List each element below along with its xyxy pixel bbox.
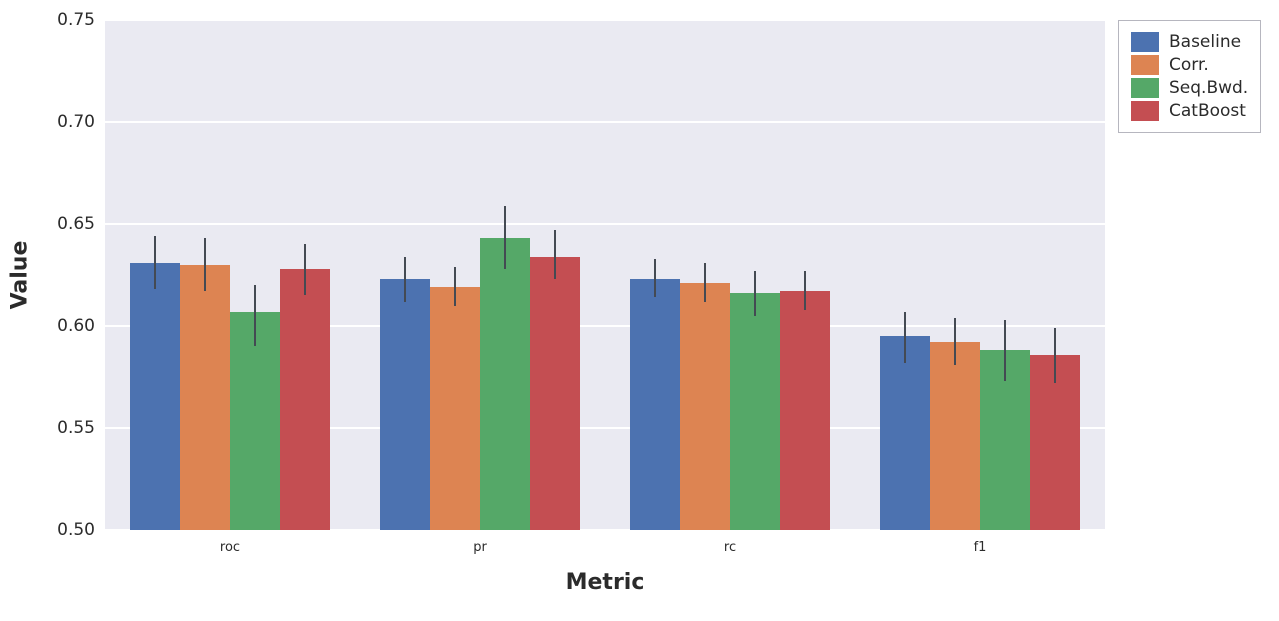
error-bar — [504, 206, 506, 269]
legend-swatch — [1131, 55, 1159, 75]
bar-corr-rc — [680, 283, 730, 530]
y-tick-label: 0.70 — [57, 112, 105, 132]
legend: Baseline Corr. Seq.Bwd. CatBoost — [1118, 20, 1261, 133]
legend-item: Corr. — [1131, 55, 1248, 75]
error-bar — [804, 271, 806, 310]
x-tick-label: f1 — [974, 530, 987, 555]
bar-corr-pr — [430, 287, 480, 530]
error-bar — [404, 257, 406, 302]
y-tick-label: 0.60 — [57, 316, 105, 336]
legend-label: Seq.Bwd. — [1169, 78, 1248, 98]
error-bar — [304, 244, 306, 295]
x-tick-label: roc — [220, 530, 240, 555]
error-bar — [254, 285, 256, 346]
bar-seqbwd-pr — [480, 238, 530, 530]
x-axis-label: Metric — [566, 570, 645, 595]
legend-swatch — [1131, 101, 1159, 121]
bar-catboost-rc — [780, 291, 830, 530]
plot-area: 0.500.550.600.650.700.75rocprrcf1 — [105, 20, 1105, 530]
bar-catboost-pr — [530, 257, 580, 530]
y-tick-label: 0.50 — [57, 520, 105, 540]
error-bar — [154, 236, 156, 289]
error-bar — [704, 263, 706, 302]
bar-baseline-pr — [380, 279, 430, 530]
bar-corr-roc — [180, 265, 230, 530]
legend-label: Corr. — [1169, 55, 1209, 75]
error-bar — [904, 312, 906, 363]
legend-item: Seq.Bwd. — [1131, 78, 1248, 98]
x-tick-label: rc — [724, 530, 736, 555]
error-bar — [204, 238, 206, 291]
grid-line — [105, 223, 1105, 225]
error-bar — [654, 259, 656, 298]
x-tick-label: pr — [473, 530, 487, 555]
error-bar — [1054, 328, 1056, 383]
error-bar — [754, 271, 756, 316]
error-bar — [454, 267, 456, 306]
bar-baseline-rc — [630, 279, 680, 530]
bar-catboost-roc — [280, 269, 330, 530]
bar-seqbwd-rc — [730, 293, 780, 530]
legend-swatch — [1131, 32, 1159, 52]
legend-label: CatBoost — [1169, 101, 1246, 121]
legend-swatch — [1131, 78, 1159, 98]
error-bar — [954, 318, 956, 365]
y-tick-label: 0.65 — [57, 214, 105, 234]
error-bar — [1004, 320, 1006, 381]
bar-baseline-roc — [130, 263, 180, 530]
error-bar — [554, 230, 556, 279]
figure: 0.500.550.600.650.700.75rocprrcf1 Value … — [0, 0, 1279, 621]
legend-label: Baseline — [1169, 32, 1241, 52]
grid-line — [105, 19, 1105, 21]
grid-line — [105, 121, 1105, 123]
y-axis-label: Value — [8, 241, 33, 310]
y-tick-label: 0.75 — [57, 10, 105, 30]
legend-item: Baseline — [1131, 32, 1248, 52]
legend-item: CatBoost — [1131, 101, 1248, 121]
y-tick-label: 0.55 — [57, 418, 105, 438]
bar-corr-f1 — [930, 342, 980, 530]
bar-baseline-f1 — [880, 336, 930, 530]
